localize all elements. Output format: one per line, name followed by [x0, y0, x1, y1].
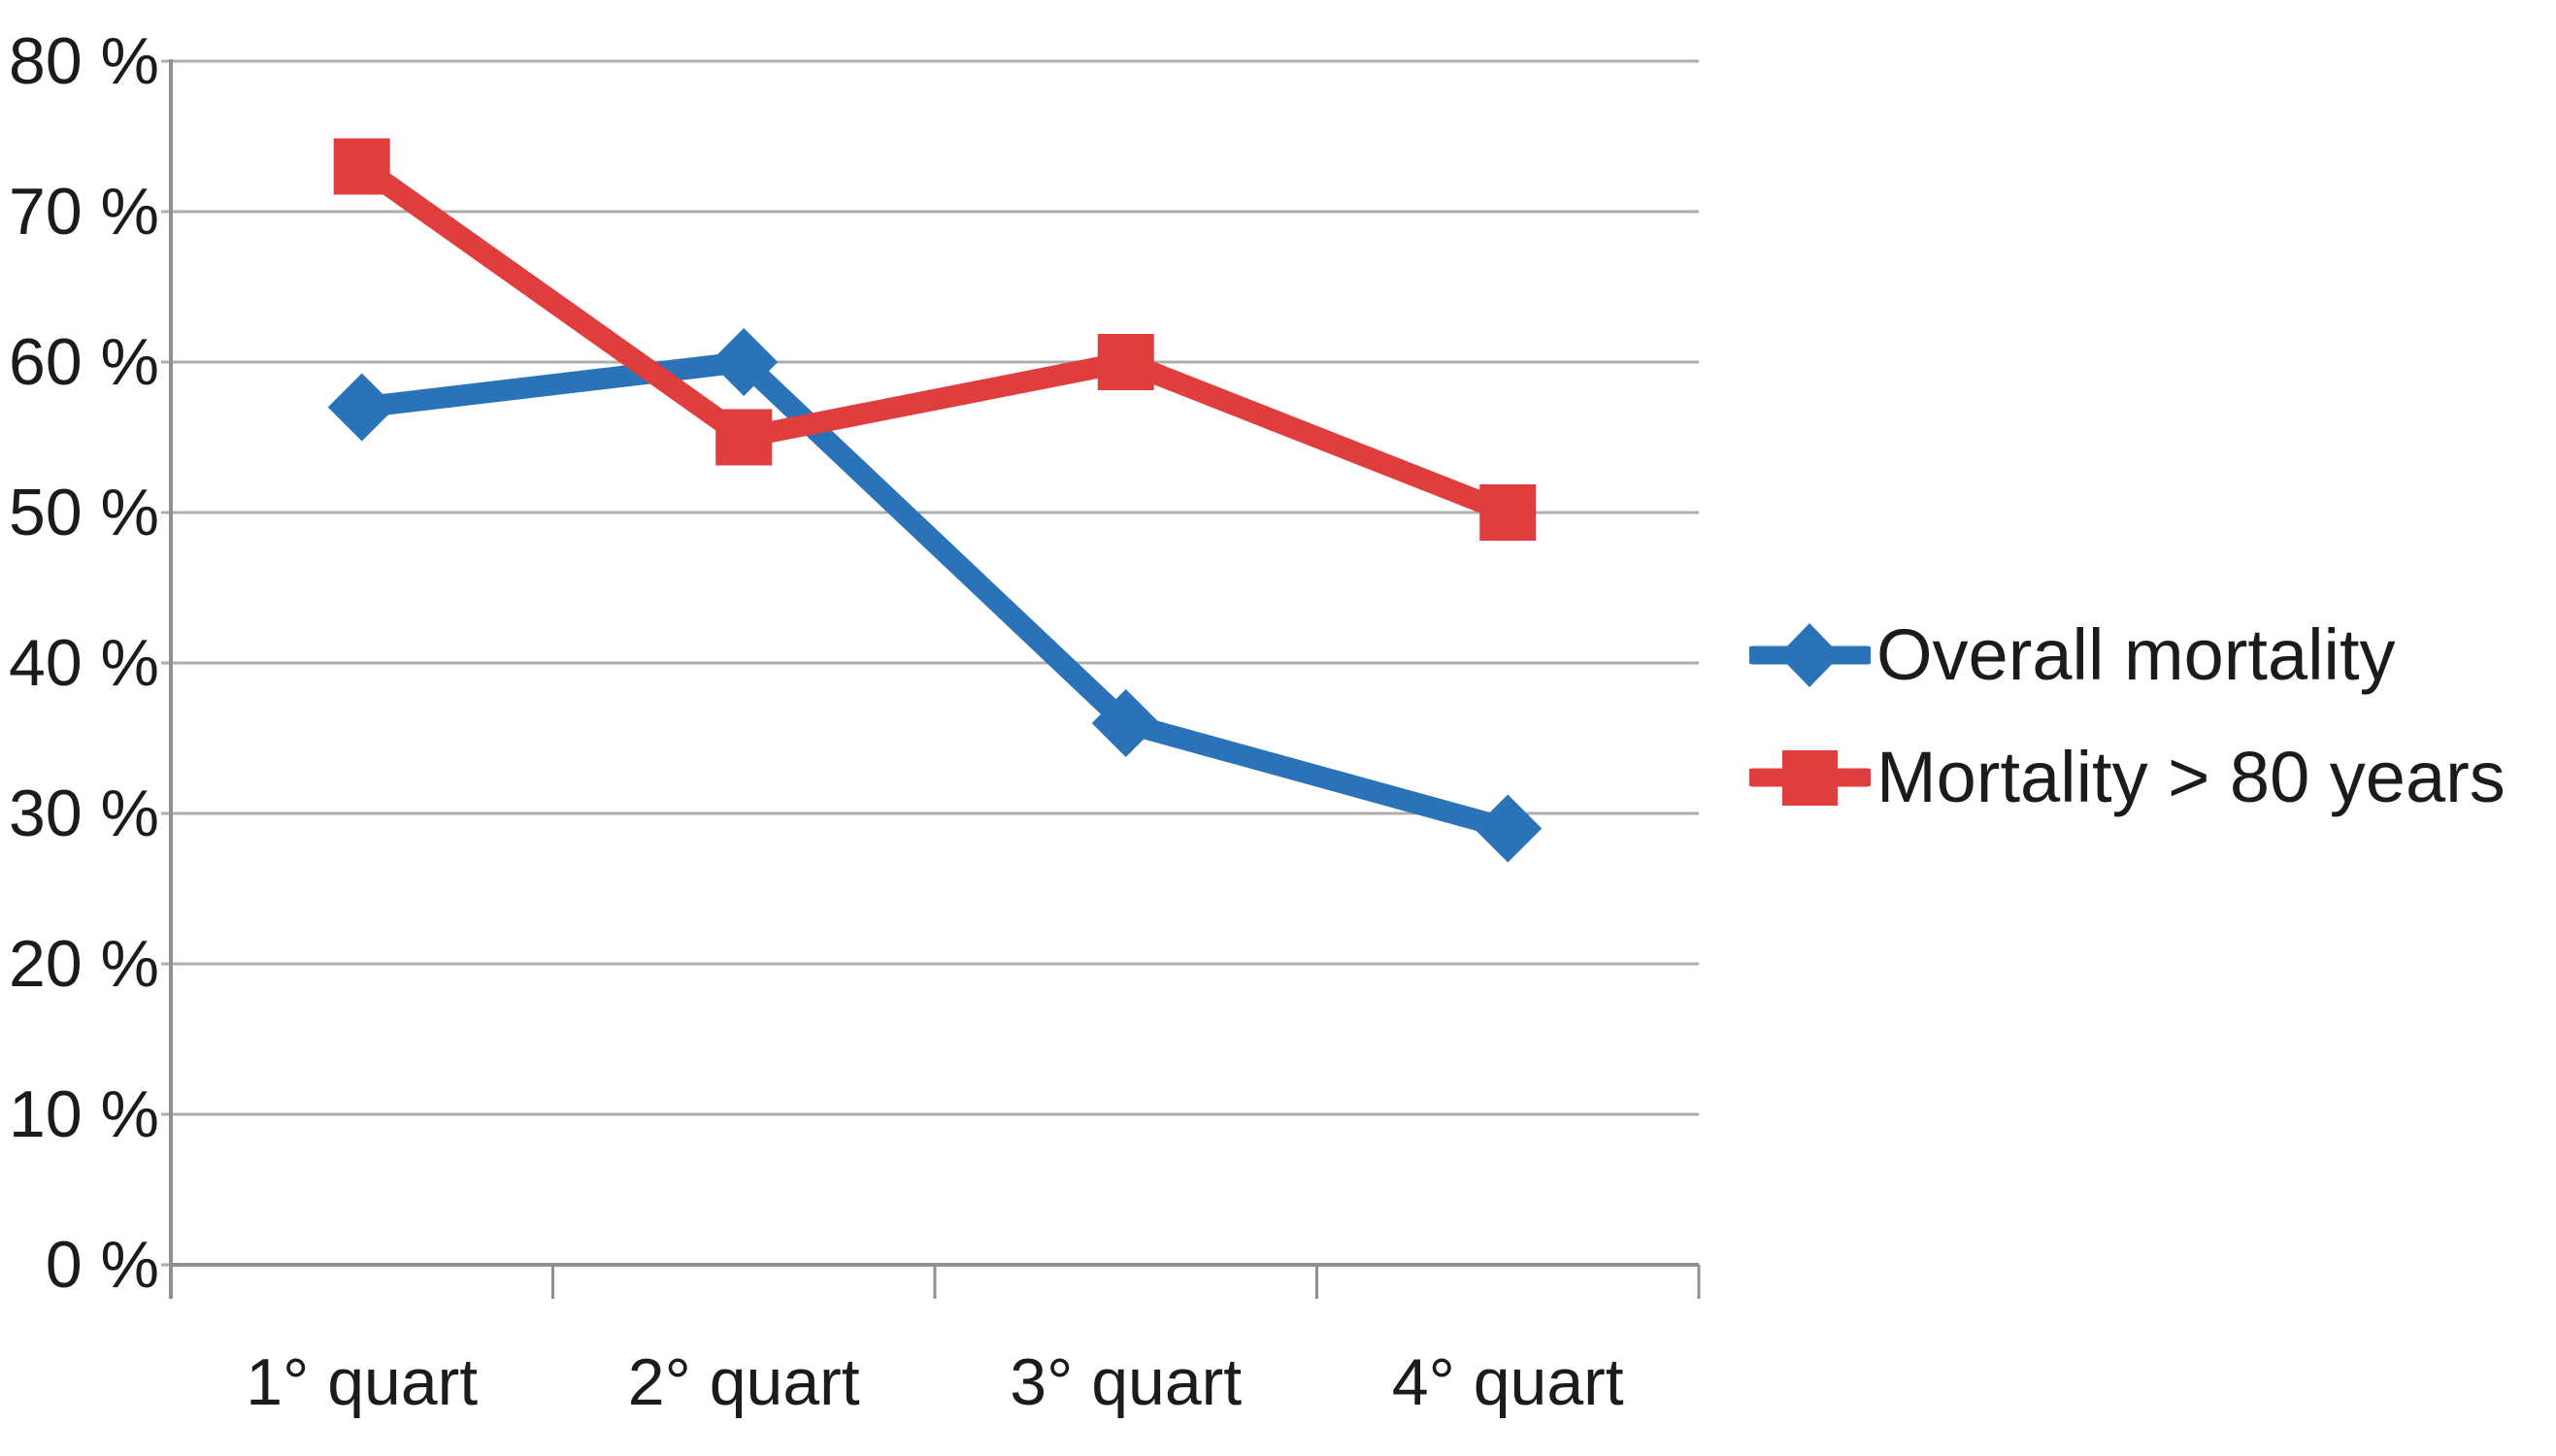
chart-legend: Overall mortality Mortality > 80 years: [1749, 594, 2506, 839]
series-line-0: [350, 351, 1519, 840]
y-axis-tick-label: 20 %: [9, 927, 159, 1001]
data-point-marker-0-3: [1474, 794, 1543, 863]
data-point-marker-1-2: [1097, 334, 1154, 390]
y-axis-tick-label: 40 %: [9, 626, 159, 700]
x-axis-tick-label: 3° quart: [1010, 1345, 1242, 1419]
y-axis-tick-label: 0 %: [46, 1228, 159, 1302]
y-axis-tick-label: 70 %: [9, 175, 159, 248]
data-point-marker-0-2: [1091, 689, 1160, 757]
x-axis-tick-label: 4° quart: [1392, 1345, 1624, 1419]
x-axis-tick-label: 2° quart: [628, 1345, 860, 1419]
series-line-1: [350, 155, 1519, 523]
data-point-marker-1-3: [1479, 484, 1537, 541]
y-axis-tick-label: 80 %: [9, 24, 159, 98]
y-axis-tick-label: 10 %: [9, 1077, 159, 1151]
legend-item-overall-mortality: Overall mortality: [1749, 594, 2506, 716]
y-axis-tick-label: 30 %: [9, 777, 159, 850]
data-point-marker-1-1: [715, 409, 773, 466]
x-axis-tick-label: 1° quart: [246, 1345, 478, 1419]
data-point-marker-0-1: [710, 328, 779, 396]
data-point-marker-0-0: [327, 373, 396, 442]
legend-marker-diamond-icon: [1749, 623, 1871, 687]
legend-label-mortality-over-80: Mortality > 80 years: [1876, 737, 2506, 817]
y-axis-tick-label: 60 %: [9, 325, 159, 399]
data-point-marker-1-0: [333, 138, 390, 195]
legend-item-mortality-over-80: Mortality > 80 years: [1749, 716, 2506, 839]
legend-label-overall-mortality: Overall mortality: [1876, 614, 2396, 695]
legend-marker-square-icon: [1749, 750, 1871, 806]
y-axis-tick-label: 50 %: [9, 476, 159, 549]
